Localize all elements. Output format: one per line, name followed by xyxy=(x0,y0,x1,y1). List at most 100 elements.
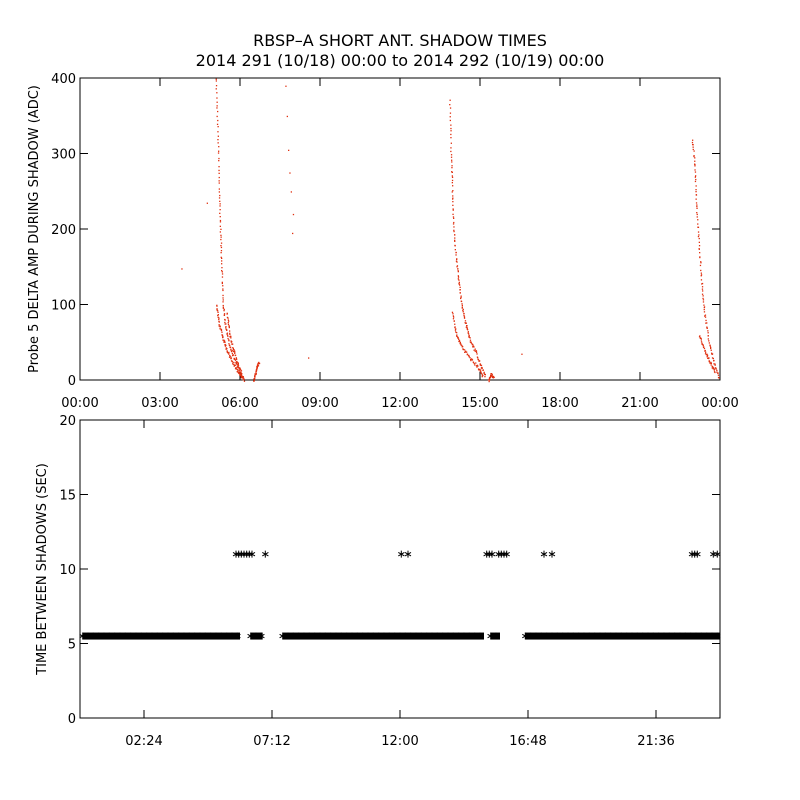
data-point xyxy=(243,378,245,380)
data-point xyxy=(475,365,478,367)
asterisk-point xyxy=(714,550,721,558)
data-point xyxy=(453,229,455,231)
asterisk-point xyxy=(359,632,366,640)
data-point xyxy=(701,282,704,285)
data-point xyxy=(226,348,228,350)
asterisk-point xyxy=(570,632,577,640)
data-point xyxy=(218,166,220,168)
chart-title: RBSP–A SHORT ANT. SHADOW TIMES xyxy=(253,31,547,50)
asterisk-point xyxy=(348,632,356,640)
data-point xyxy=(713,369,715,371)
data-point xyxy=(227,335,229,337)
data-point xyxy=(699,335,701,337)
data-point xyxy=(473,362,475,365)
data-point xyxy=(468,335,470,337)
data-point xyxy=(460,344,462,346)
data-point xyxy=(452,204,454,206)
data-point xyxy=(695,191,697,193)
data-point xyxy=(223,308,225,310)
data-point xyxy=(451,311,454,313)
data-point xyxy=(693,155,695,157)
data-point xyxy=(219,325,221,327)
data-point xyxy=(695,178,697,181)
data-point xyxy=(699,264,702,267)
data-point xyxy=(218,188,220,190)
data-point xyxy=(704,315,706,317)
data-point xyxy=(476,353,478,355)
data-point xyxy=(234,350,236,352)
data-point xyxy=(450,147,452,149)
data-point xyxy=(254,377,256,379)
asterisk-point xyxy=(375,632,382,640)
asterisk-point xyxy=(676,632,684,640)
asterisk-point xyxy=(218,632,225,640)
data-point xyxy=(464,351,466,353)
asterisk-point xyxy=(691,550,698,558)
data-point xyxy=(221,263,223,265)
data-point xyxy=(242,376,244,378)
y-tick-label: 200 xyxy=(51,223,76,238)
data-point xyxy=(232,348,234,350)
data-point xyxy=(708,357,710,360)
data-point xyxy=(220,245,222,247)
asterisk-point xyxy=(212,632,220,640)
data-point xyxy=(708,340,710,342)
data-point xyxy=(236,358,238,360)
data-point xyxy=(242,379,244,381)
data-point xyxy=(456,332,458,334)
data-point xyxy=(460,343,462,345)
data-point xyxy=(488,379,491,381)
data-point xyxy=(461,307,463,309)
data-point xyxy=(472,361,475,364)
data-point xyxy=(256,367,258,370)
data-point xyxy=(465,350,467,352)
data-point xyxy=(459,342,461,345)
data-point xyxy=(221,331,223,333)
data-point xyxy=(705,322,707,324)
x-tick-label: 00:00 xyxy=(61,396,98,411)
data-point xyxy=(219,200,221,202)
data-point xyxy=(451,175,453,177)
data-point xyxy=(479,360,481,362)
data-point xyxy=(237,369,239,371)
data-point xyxy=(702,295,704,297)
data-point xyxy=(239,374,241,376)
x-tick-label: 09:00 xyxy=(301,396,338,411)
data-point xyxy=(703,346,705,348)
asterisk-point xyxy=(412,632,420,640)
data-point xyxy=(456,266,458,268)
data-point xyxy=(479,363,481,365)
data-point xyxy=(461,306,463,308)
data-point xyxy=(220,236,222,238)
asterisk-point xyxy=(396,632,404,640)
data-point xyxy=(237,364,239,366)
data-point xyxy=(462,311,464,313)
asterisk-point xyxy=(322,632,329,640)
asterisk-point xyxy=(232,550,240,558)
data-point xyxy=(230,341,232,343)
data-point xyxy=(231,352,233,355)
y-axis-label: TIME BETWEEN SHADOWS (SEC) xyxy=(35,463,50,676)
data-point xyxy=(467,329,469,331)
data-point xyxy=(226,313,228,315)
data-point xyxy=(702,344,704,346)
data-point xyxy=(452,208,454,210)
data-point xyxy=(450,124,452,126)
data-point xyxy=(490,373,493,375)
asterisk-point xyxy=(634,632,641,640)
data-point xyxy=(708,357,710,359)
data-point xyxy=(453,230,455,233)
data-point xyxy=(718,377,720,379)
data-point xyxy=(218,321,220,323)
data-point xyxy=(225,326,227,328)
data-point xyxy=(451,171,453,173)
data-point xyxy=(292,213,295,216)
data-point xyxy=(698,248,700,250)
data-point xyxy=(694,176,696,178)
data-point xyxy=(695,189,697,191)
data-point xyxy=(254,375,256,378)
data-point xyxy=(224,345,227,347)
asterisk-point xyxy=(343,632,350,640)
data-point xyxy=(452,201,454,203)
